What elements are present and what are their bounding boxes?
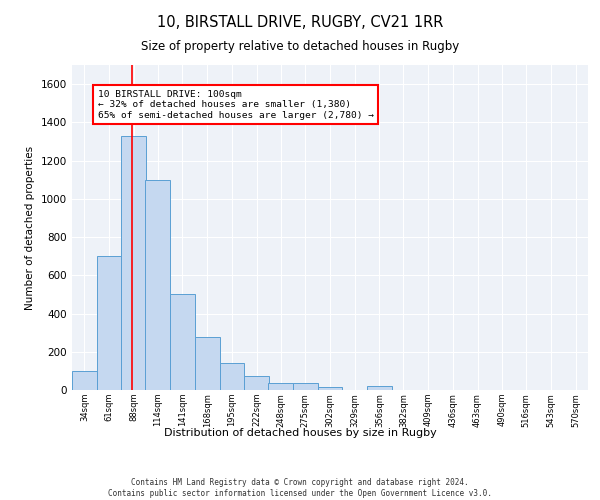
Bar: [195, 338, 220, 390]
Bar: [121, 136, 146, 390]
Y-axis label: Number of detached properties: Number of detached properties: [25, 146, 35, 310]
Text: Contains HM Land Registry data © Crown copyright and database right 2024.
Contai: Contains HM Land Registry data © Crown c…: [108, 478, 492, 498]
Bar: [367, 386, 392, 390]
Bar: [293, 384, 317, 390]
Bar: [220, 363, 244, 390]
Text: Size of property relative to detached houses in Rugby: Size of property relative to detached ho…: [141, 40, 459, 53]
Bar: [72, 371, 97, 390]
Bar: [97, 256, 121, 390]
Bar: [268, 384, 293, 390]
Text: Distribution of detached houses by size in Rugby: Distribution of detached houses by size …: [164, 428, 436, 438]
Bar: [170, 294, 195, 390]
Bar: [145, 180, 170, 390]
Bar: [317, 387, 343, 390]
Bar: [244, 376, 269, 390]
Text: 10 BIRSTALL DRIVE: 100sqm
← 32% of detached houses are smaller (1,380)
65% of se: 10 BIRSTALL DRIVE: 100sqm ← 32% of detac…: [98, 90, 374, 120]
Text: 10, BIRSTALL DRIVE, RUGBY, CV21 1RR: 10, BIRSTALL DRIVE, RUGBY, CV21 1RR: [157, 15, 443, 30]
